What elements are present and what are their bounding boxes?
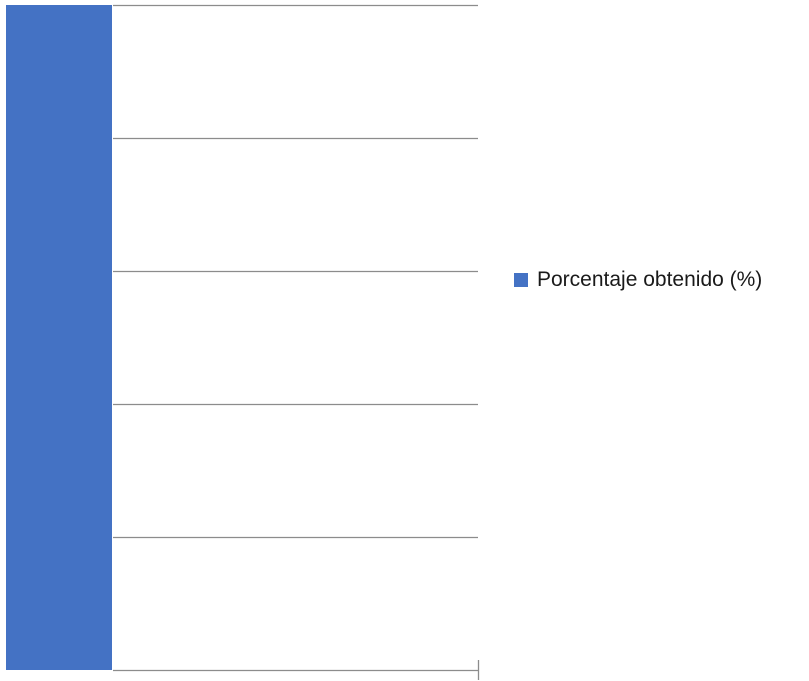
axes xyxy=(113,660,480,680)
bars xyxy=(6,5,112,670)
legend: Porcentaje obtenido (%) xyxy=(514,269,762,290)
gridlines xyxy=(113,4,478,539)
legend-label: Porcentaje obtenido (%) xyxy=(537,268,763,291)
legend-swatch xyxy=(514,272,528,287)
bar xyxy=(6,5,112,670)
